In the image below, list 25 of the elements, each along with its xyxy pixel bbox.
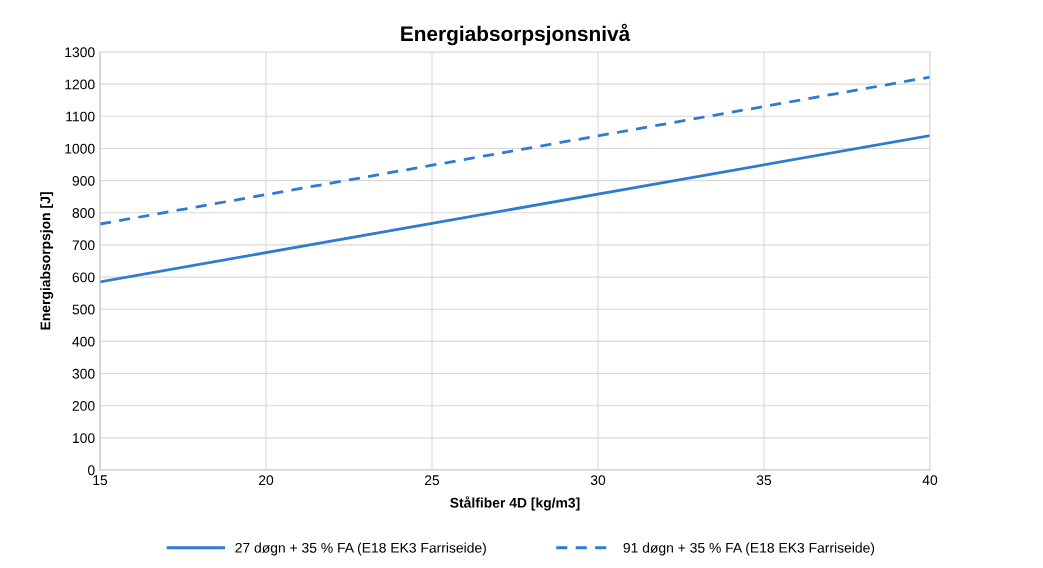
y-tick-label: 1200	[65, 79, 95, 90]
y-tick-label: 500	[72, 304, 95, 315]
x-axis-title: Stålfiber 4D [kg/m3]	[450, 496, 580, 511]
y-tick-label: 0	[87, 465, 95, 476]
legend-label: 91 døgn + 35 % FA (E18 EK3 Farriseide)	[623, 542, 875, 556]
x-tick-label: 15	[93, 475, 108, 486]
y-tick-label: 200	[72, 401, 95, 411]
y-tick-label: 1000	[65, 143, 95, 154]
y-tick-label: 1300	[65, 47, 95, 58]
y-tick-label: 900	[72, 175, 95, 186]
x-tick-label: 35	[756, 475, 772, 486]
x-tick-label: 30	[590, 475, 606, 486]
y-tick-label: 300	[72, 368, 95, 379]
y-tick-label: 1100	[66, 111, 95, 122]
y-tick-label: 800	[72, 208, 95, 218]
x-tick-label: 20	[258, 475, 274, 486]
y-tick-label: 400	[72, 336, 95, 347]
y-axis-title: Energiabsorpsjon [J]	[40, 192, 54, 330]
chart-title: Energiabsorpsjonsnivå	[401, 23, 631, 46]
y-tick-label: 100	[73, 433, 95, 444]
x-tick-label: 40	[922, 475, 938, 486]
x-tick-label: 25	[424, 475, 440, 486]
y-tick-label: 600	[72, 272, 95, 283]
legend-label: 27 døgn + 35 % FA (E18 EK3 Farriseide)	[235, 542, 486, 556]
y-tick-label: 700	[72, 240, 95, 251]
